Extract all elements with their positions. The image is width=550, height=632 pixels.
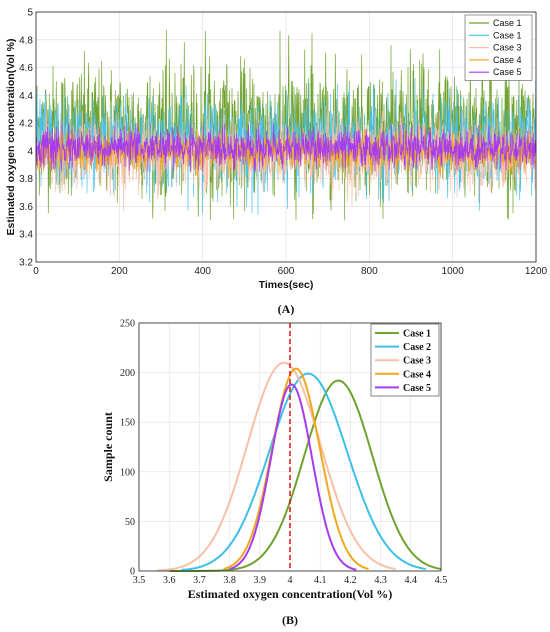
chart-a-series-group: [35, 29, 537, 221]
chart-b-x-tick-label: 4.1: [314, 575, 327, 586]
chart-b-y-axis-label: Sample count: [101, 412, 115, 482]
chart-a-legend-label: Case 1: [493, 30, 522, 40]
chart-a-x-tick-label: 400: [194, 266, 211, 277]
chart-b-frame: [138, 322, 442, 572]
chart-a-y-tick-label: 5: [27, 8, 33, 19]
chart-a-legend-label: Case 4: [493, 55, 522, 65]
chart-b-y-tick-label: 50: [125, 517, 135, 528]
chart-a-y-tick-label: 3.4: [19, 230, 33, 241]
chart-a-legend: Case 1 Case 1 Case 3 Case 4 Case 5: [464, 14, 533, 81]
chart-b-series-group: [157, 361, 442, 572]
chart-b-series-curve: [229, 383, 357, 571]
chart-b-legend-label: Case 5: [403, 383, 431, 394]
chart-b-x-tick-label: 3.6: [163, 575, 176, 586]
chart-b-x-tick-label: 4.3: [374, 575, 387, 586]
chart-a-panel-label: (A): [278, 302, 295, 316]
chart-b-x-tick-label: 4: [288, 575, 293, 586]
chart-b-x-tick-label: 4.4: [405, 575, 418, 586]
chart-a-x-tick-label: 800: [361, 266, 378, 277]
chart-a-legend-label: Case 3: [493, 43, 522, 53]
chart-a-x-tick-label: 0: [33, 266, 39, 277]
chart-a-y-tick-label: 4: [27, 146, 33, 157]
chart-a-legend-label: Case 5: [493, 67, 522, 77]
chart-b-legend-label: Case 1: [403, 329, 431, 340]
chart-b-legend-label: Case 2: [403, 342, 431, 353]
chart-a-series-line: [35, 29, 537, 221]
chart-b-legend-label: Case 3: [403, 356, 431, 367]
chart-b-legend: Case 1 Case 2 Case 3 Case 4 Case 5: [370, 323, 440, 397]
chart-a-y-tick-label: 3.2: [19, 258, 33, 269]
chart-a-series-line: [35, 122, 537, 172]
chart-b-ticks: 3.5 3.6 3.7 3.8 3.9 4 4.1 4.2 4.3 4.4 4.5 0 50 100 150…: [120, 319, 447, 587]
chart-a-y-tick-label: 4.6: [19, 63, 33, 74]
chart-a-y-tick-label: 3.8: [19, 174, 33, 185]
chart-a-legend-label: Case 1: [493, 18, 522, 28]
chart-a-y-axis-label: Estimated oxygen concentration(Vol %): [5, 38, 17, 235]
chart-b-y-tick-label: 200: [120, 368, 135, 379]
chart-a-y-tick-label: 4.8: [19, 35, 33, 46]
chart-b-y-tick-label: 150: [120, 418, 135, 429]
chart-a-y-tick-label: 4.2: [19, 119, 33, 130]
chart-a-x-tick-label: 1000: [442, 266, 465, 277]
chart-a-x-axis-label: Times(sec): [259, 279, 314, 291]
chart-b-series-curve: [157, 361, 396, 572]
chart-b-x-tick-label: 3.5: [133, 575, 146, 586]
chart-b-x-tick-label: 4.2: [344, 575, 357, 586]
chart-b-y-tick-label: 250: [120, 319, 135, 330]
chart-b-x-tick-label: 3.8: [223, 575, 236, 586]
chart-a-y-tick-label: 3.6: [19, 202, 33, 213]
chart-a-x-tick-label: 600: [278, 266, 295, 277]
chart-a: 0 200 400 600 800 1000 1200 3.2 3.4 3.6 3.8 4 4.2 4.4…: [5, 8, 548, 317]
chart-b-y-tick-label: 0: [130, 567, 135, 578]
chart-b-series-curve: [223, 367, 369, 570]
chart-b-x-tick-label: 3.7: [193, 575, 206, 586]
chart-b-series-curve: [181, 372, 427, 571]
chart-b: 3.5 3.6 3.7 3.8 3.9 4 4.1 4.2 4.3 4.4 4.5 0 50 100 150…: [101, 319, 447, 628]
chart-a-frame: [35, 11, 537, 263]
chart-b-x-tick-label: 3.9: [254, 575, 267, 586]
chart-b-x-axis-label: Estimated oxygen concentration(Vol %): [188, 587, 393, 601]
chart-b-x-tick-label: 4.5: [435, 575, 448, 586]
chart-a-x-tick-label: 1200: [525, 266, 548, 277]
chart-a-x-tick-label: 200: [111, 266, 128, 277]
chart-b-legend-label: Case 4: [403, 369, 431, 380]
chart-b-y-tick-label: 100: [120, 467, 135, 478]
chart-b-panel-label: (B): [282, 613, 298, 627]
chart-a-y-tick-label: 4.4: [19, 91, 33, 102]
chart-a-ticks: 0 200 400 600 800 1000 1200 3.2 3.4 3.6 3.8 4 4.2 4.4…: [19, 8, 547, 278]
